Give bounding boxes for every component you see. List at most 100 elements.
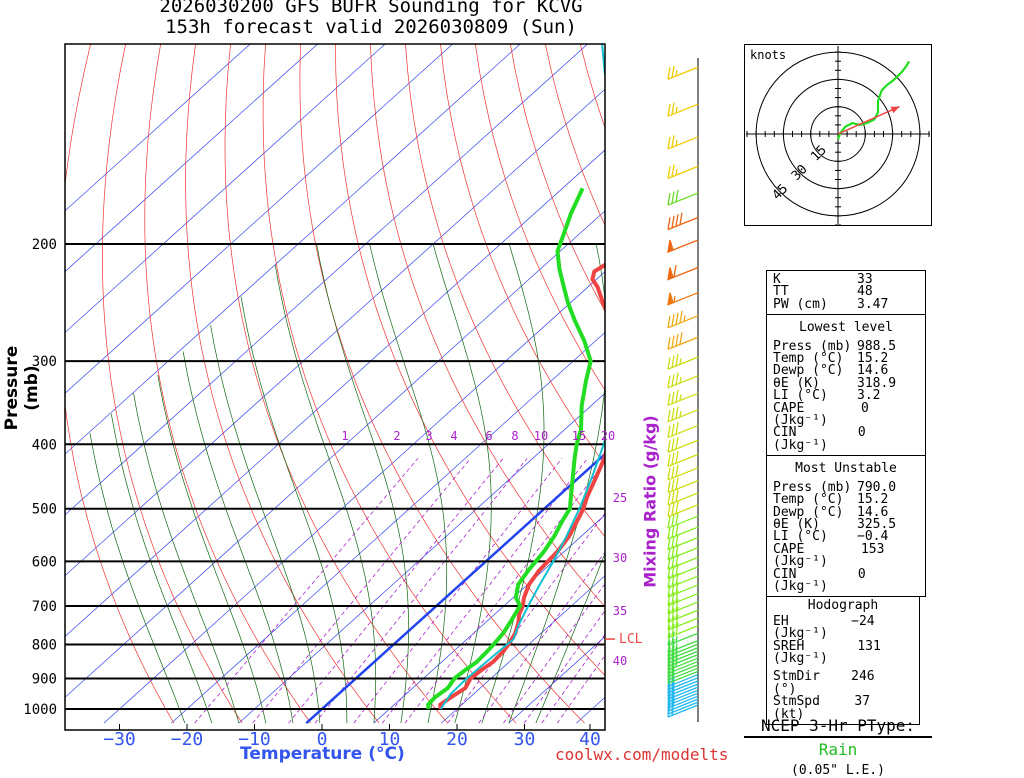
wind-barb [667,614,699,631]
wind-barb-pennant [667,292,674,306]
wind-barb [667,534,699,551]
wind-barb-flag [675,606,679,619]
wind-barb-flag [671,374,675,387]
wind-barb-staff [667,692,699,706]
wind-barb [667,598,699,615]
wind-barb-staff [667,424,699,439]
wind-barb-flag [667,640,671,653]
wind-barb-flag [679,310,683,324]
moist-adiabat-line [508,243,605,724]
wind-barb [667,638,699,654]
mixing-ratio-line [503,583,605,724]
row-value: 325.5 [857,516,897,532]
wind-barb-flag [671,215,675,228]
row-value: 790.0 [857,479,897,495]
wind-barb-flag [675,598,679,611]
x-axis-label: Temperature (°C) [240,744,405,764]
wind-barb [667,239,699,254]
mixing-ratio-axis-label: Mixing Ratio (g/kg) [640,415,660,588]
hodograph-trace [836,60,910,140]
moist-adiabat-line [157,375,267,724]
wind-barb-staff [667,639,699,654]
wind-barb-flag [671,191,675,204]
wind-barb-flag [667,440,671,453]
wind-barb-staff [667,515,699,529]
pressure-tick-label: 1000 [23,702,57,718]
wind-barb-flag [671,591,675,605]
wind-barb-staff [667,492,699,506]
tt-value: 48 [857,284,873,300]
wind-barb-flag [675,214,679,227]
isotherm-line [65,44,251,212]
row-value: 15.2 [857,492,889,508]
mixing-ratio-label: 1 [341,429,348,443]
row-value: 246 [851,669,875,685]
wind-barb-flag [675,622,679,635]
wind-barb-flag [671,600,675,613]
row-label: EH (Jkg⁻¹) [773,613,828,642]
row-value: 15.2 [857,351,889,367]
moist-adiabat-line [210,325,321,724]
moist-adiabat-line [110,413,213,724]
row-value: 988.5 [857,338,897,354]
wind-barb-flag [667,504,671,517]
wind-barb-flag [667,409,671,422]
moist-adiabat-line [89,433,186,724]
wind-barb-staff [667,625,699,639]
wind-barb-flag [671,65,675,78]
isotherm-line [103,271,605,724]
row-value: 0 [857,566,866,582]
wind-barb-flag [671,638,675,652]
row-label: θE (K) [773,375,820,391]
wind-barb [667,422,699,439]
wind-barb-staff [667,657,699,671]
k-label: K [773,272,781,287]
row-label: Press (mb) [773,338,852,354]
wind-barb [667,353,699,370]
plot-frame [64,43,606,731]
row-value: 3.2 [857,388,881,404]
wind-barb-flag [667,617,671,631]
row-label: Temp (°C) [773,492,844,508]
wind-barb-staff [667,670,699,684]
wind-barb-staff [667,667,699,681]
wind-barb-flag [667,601,671,615]
wind-barb-flag [671,335,675,348]
mixing-ratio-label: 25 [613,491,627,505]
row-label: CIN (Jkg⁻¹) [773,566,828,594]
wind-barb-flag [675,489,679,502]
wind-barb-flag [667,166,671,179]
temperature-tick-label: −10 [238,729,271,750]
hodograph-unit-label: knots [750,48,786,62]
mixing-ratio-label: 4 [450,429,457,443]
wind-barb-half-flag [675,106,678,114]
wind-barb-flag [671,525,675,538]
wind-barb-flag [671,466,675,479]
wind-barb-staff [667,375,699,389]
wind-barb-flag [675,390,679,403]
wind-barb-flag [667,393,671,406]
pw-value: 3.47 [857,296,889,312]
wind-barb [667,477,699,494]
dry-adiabat-line [102,44,243,724]
wind-barb-staff [667,409,699,423]
moist-adiabat-line [240,296,348,724]
wind-barb-flag [667,593,671,606]
isotherm-line [65,149,605,637]
wind-barb-staff [667,695,699,709]
moist-adiabat-line [369,243,448,724]
credit-link[interactable]: coolwx.com/modelts [555,745,729,764]
mixing-ratio-label: 8 [511,429,518,443]
indices-summary: K 33 TT 48 PW (cm) 3.47 [766,270,926,316]
wind-barb-staff [667,192,699,206]
mixing-ratio-label: 40 [613,654,627,668]
pressure-tick-label: 300 [32,354,57,370]
wind-barb-flag [667,547,671,560]
row-value: 14.6 [857,363,889,379]
wind-barb-half-flag [675,643,678,650]
wind-barb-flag [675,501,679,514]
wind-barb-staff [667,701,699,715]
y-axis-label: Pressure (mb) [2,345,42,431]
wind-barb-staff [667,336,699,350]
